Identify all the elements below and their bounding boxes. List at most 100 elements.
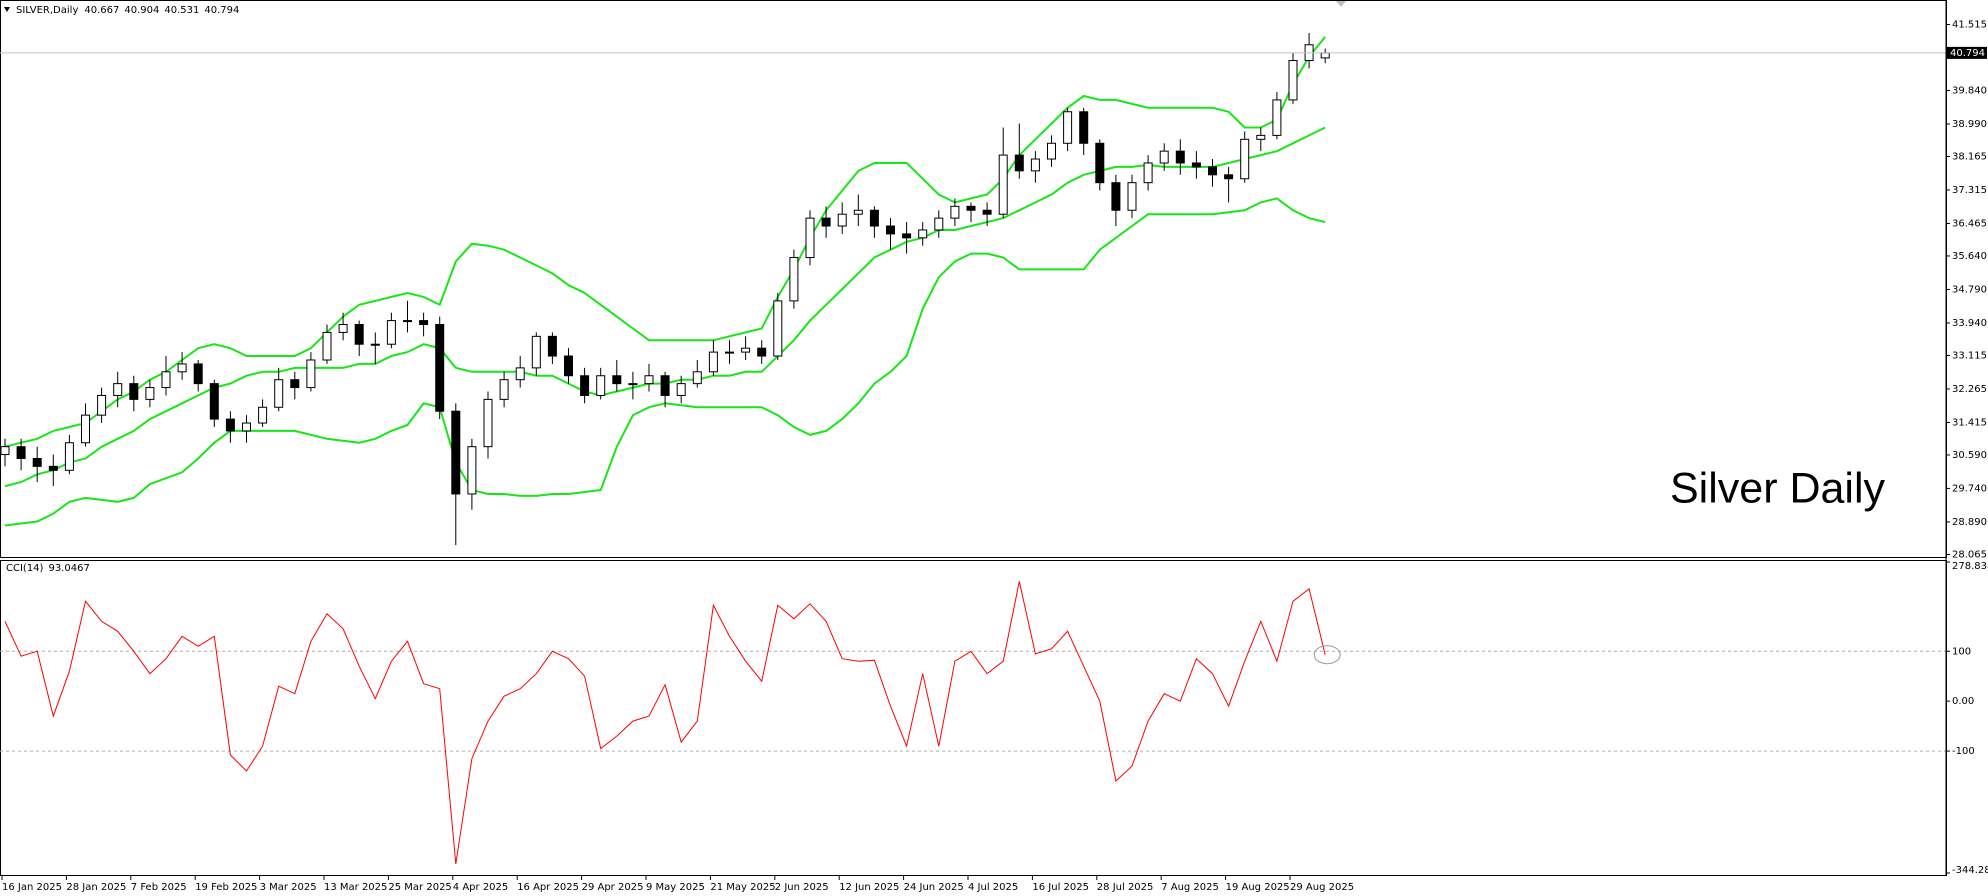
candle-body (886, 225, 895, 235)
y-tick-label: 32.265 (1952, 384, 1987, 395)
candle-body (1191, 162, 1201, 168)
candle-body (676, 383, 686, 396)
candle-body (998, 154, 1008, 215)
x-tick-label: 19 Aug 2025 (1226, 882, 1290, 893)
y-tick-label: 35.640 (1952, 251, 1987, 262)
high: 40.904 (124, 5, 159, 16)
x-tick-label: 28 Jul 2025 (1097, 882, 1154, 893)
x-tick-label: 13 Mar 2025 (324, 882, 387, 893)
candle-body (1256, 134, 1266, 140)
candle-body (1208, 166, 1217, 176)
candle-body (1111, 182, 1121, 211)
candle-body (902, 233, 912, 239)
candle-body (918, 229, 928, 239)
x-tick-label: 2 Jun 2025 (775, 882, 829, 893)
x-tick-label: 4 Apr 2025 (453, 882, 508, 893)
y-tick-label: 38.990 (1952, 119, 1987, 130)
candle-body (580, 375, 590, 396)
y-tick-label: 39.840 (1952, 85, 1987, 96)
candle-body (242, 422, 251, 432)
y-tick-label: 278.8385 (1952, 561, 1988, 572)
candle-body (145, 387, 155, 400)
candle-body (1320, 52, 1330, 59)
candle-body (708, 351, 718, 373)
x-tick-label: 4 Jul 2025 (968, 882, 1018, 893)
candle-body (773, 300, 783, 357)
x-tick-label: 9 May 2025 (646, 882, 705, 893)
candle-body (386, 320, 396, 345)
chart-header: SILVER,Daily 40.667 40.904 40.531 40.794 (16, 5, 239, 16)
candle-body (419, 320, 429, 326)
candle-body (1240, 138, 1250, 180)
candle-body (483, 398, 493, 448)
y-tick-label: 28.065 (1952, 549, 1987, 560)
candle-body (741, 347, 751, 353)
y-tick-label: 30.590 (1952, 450, 1987, 461)
candle-body (564, 355, 573, 377)
y-tick-label: -344.283 (1952, 865, 1988, 876)
cci-current: 93.0467 (48, 563, 89, 574)
shift-marker (1336, 1, 1346, 7)
candle-body (467, 446, 477, 495)
candle-body (32, 457, 42, 467)
candle-body (725, 351, 734, 354)
x-tick-label: 7 Feb 2025 (131, 882, 187, 893)
x-tick-label: 19 Feb 2025 (195, 882, 257, 893)
close: 40.794 (204, 5, 239, 16)
band-line (4, 36, 1326, 448)
candle-body (499, 379, 509, 400)
candle-body (644, 375, 654, 385)
candle-body (757, 347, 767, 357)
x-tick-label: 25 Mar 2025 (388, 882, 451, 893)
candle-body (113, 383, 123, 396)
y-tick-label: 34.790 (1952, 284, 1987, 295)
y-tick-label: 33.940 (1952, 318, 1987, 329)
candle-body (1143, 162, 1153, 184)
candle-body (306, 359, 316, 389)
price-label: 40.794 (1950, 48, 1985, 59)
cci-title: CCI(14) (6, 563, 44, 574)
candle-body (225, 418, 235, 432)
candle-body (982, 209, 992, 215)
candle-body (97, 394, 107, 416)
candle-body (64, 442, 74, 471)
y-tick-label: -100 (1952, 746, 1975, 757)
candle-body (837, 213, 847, 227)
x-tick-label: 21 May 2025 (710, 882, 775, 893)
cci-panel (0, 560, 1947, 876)
candle-body (274, 379, 284, 408)
candle-body (354, 324, 364, 345)
candle-body (48, 465, 58, 471)
candle-body (934, 217, 944, 231)
cci-line (4, 581, 1326, 864)
candle-body (547, 335, 557, 357)
candle-body (1288, 60, 1298, 101)
candle-body (322, 331, 332, 361)
candle-body (0, 446, 10, 456)
y-tick-label: 33.115 (1952, 350, 1987, 361)
x-tick-label: 16 Jul 2025 (1032, 882, 1089, 893)
open: 40.667 (84, 5, 119, 16)
candle-body (435, 324, 445, 412)
y-tick-label: 28.890 (1952, 517, 1987, 528)
candle-body (821, 217, 831, 227)
candle-body (1047, 142, 1056, 160)
x-tick-label: 29 Aug 2025 (1290, 882, 1354, 893)
cci-header: CCI(14) 93.0467 (6, 563, 90, 574)
symbol: SILVER,Daily (16, 5, 78, 16)
x-tick-label: 16 Jan 2025 (2, 882, 62, 893)
candle-body (869, 209, 879, 227)
candle-body (1127, 182, 1137, 211)
candle-body (1030, 158, 1040, 172)
price-label-box (1947, 46, 1987, 59)
candle-body (966, 205, 976, 211)
y-tick-label: 29.740 (1952, 483, 1987, 494)
x-tick-label: 28 Jan 2025 (66, 882, 126, 893)
y-tick-label: 41.515 (1952, 19, 1987, 30)
low: 40.531 (164, 5, 199, 16)
candle-body (1079, 111, 1089, 144)
candle-body (515, 367, 525, 381)
candle-body (193, 363, 203, 385)
